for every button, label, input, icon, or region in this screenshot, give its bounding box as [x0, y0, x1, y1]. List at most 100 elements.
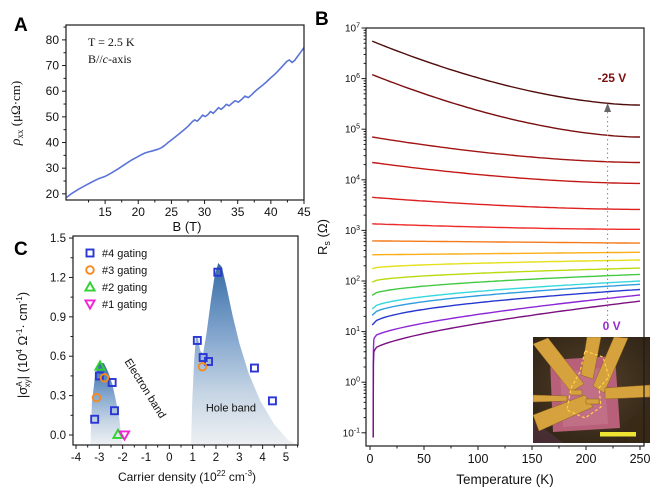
data-point — [118, 430, 131, 442]
data-point — [99, 373, 110, 383]
legend-marker-1 — [83, 299, 97, 311]
text-part: 4 — [356, 174, 360, 181]
text-part: 10 — [345, 226, 357, 237]
rs-curve-3 — [372, 161, 640, 185]
data-point — [107, 378, 117, 387]
legend-label: #2 gating — [102, 282, 147, 294]
y-axis-title: Rs (Ω) — [315, 219, 332, 255]
text-part: ) — [252, 470, 256, 484]
x-tick-label: 35 — [231, 205, 245, 219]
text-part: -1 — [354, 427, 360, 434]
x-tick-label: 1 — [189, 452, 195, 464]
panel-c-label: C — [14, 239, 28, 260]
x-tick-label: 5 — [283, 452, 289, 464]
x-tick-label: 25 — [165, 205, 179, 219]
panel-a-frame — [65, 24, 305, 201]
text-part: Carrier density (10 — [118, 470, 217, 484]
data-point — [91, 392, 102, 403]
electrode-left — [533, 394, 568, 403]
electrode-top-left — [533, 337, 585, 393]
x-tick-label: 200 — [576, 452, 597, 466]
y-tick-label: 20 — [46, 187, 60, 201]
legend-label: #1 gating — [102, 299, 147, 311]
electrode-pad-1 — [569, 389, 583, 396]
gate-label-bottom: 0 V — [603, 319, 621, 333]
sample-outline-dashed — [566, 350, 610, 419]
text-part: 10 — [345, 378, 357, 389]
electrode-bottom-left — [533, 394, 594, 432]
x-tick-label: 150 — [522, 452, 543, 466]
panel-a: 15 20 25 30 35 40 45 20 30 40 50 60 70 80 B (T) ρxx (μΩ… — [8, 24, 311, 234]
y-tick-label: 101 — [345, 326, 360, 338]
text-part: xy — [23, 379, 32, 387]
rs-curve-8 — [372, 259, 641, 270]
series-3gating — [91, 361, 208, 403]
x-tick-label: -1 — [141, 452, 151, 464]
rs-curve-0 — [371, 40, 641, 106]
text-part: | (10 — [15, 354, 30, 380]
panel-b: -25 V0 V0 50 100 150 200 25010-11001011021031… — [315, 23, 650, 488]
hole-band-region — [191, 263, 297, 445]
text-part: Ω — [15, 336, 30, 350]
y-tick-label: 0.6 — [50, 351, 66, 363]
text-part: xx — [15, 129, 25, 139]
text-part: 2 — [356, 276, 360, 283]
x-tick-label: 0 — [166, 452, 172, 464]
rs-curve-10 — [371, 273, 641, 296]
data-point — [93, 359, 107, 371]
text-part: 10 — [345, 327, 357, 338]
data-point — [192, 336, 202, 345]
panel-b-label: B — [315, 9, 329, 30]
text-part: 5 — [356, 124, 360, 131]
series-4gating — [90, 267, 277, 424]
text-part: (μΩ·cm) — [8, 81, 23, 130]
data-point — [94, 371, 104, 381]
y-tick-label: 107 — [345, 23, 360, 35]
text-part: B// — [88, 52, 103, 66]
text-part: R — [315, 246, 330, 255]
text-part: 10 — [345, 24, 357, 35]
y-tick-label: 100 — [345, 377, 360, 389]
x-axis-title: Carrier density (1022 cm-3) — [118, 469, 256, 484]
rs-curve-5 — [372, 223, 640, 231]
x-tick-label: -2 — [118, 452, 128, 464]
text-part: 10 — [345, 175, 357, 186]
rs-curve-12 — [371, 283, 641, 316]
text-part: s — [322, 241, 332, 246]
y-axis-title: |σAxy| (104 Ω-1· cm-1) — [15, 292, 32, 398]
y-tick-label: 0.9 — [50, 312, 66, 324]
y-tick-label: 102 — [345, 276, 360, 288]
y-tick-label: 0.0 — [50, 430, 66, 442]
data-point — [110, 406, 119, 416]
text-part: 22 — [217, 469, 226, 478]
legend-marker-2 — [83, 280, 97, 292]
text-part: ) — [15, 292, 30, 296]
y-tick-label: 0.3 — [50, 391, 66, 403]
scale-bar — [600, 432, 636, 437]
legend-label: #3 gating — [102, 265, 147, 277]
rs-curve-4 — [372, 196, 640, 211]
x-tick-label: 15 — [98, 205, 112, 219]
x-tick-label: 45 — [297, 205, 311, 219]
x-tick-label: 3 — [236, 452, 242, 464]
rs-curve-15 — [372, 300, 641, 438]
text-part: cm — [226, 470, 245, 484]
x-tick-label: 50 — [417, 452, 431, 466]
legend: #4 gating #3 gating #2 gating #1 gating — [83, 248, 147, 311]
y-tick-label: 1.2 — [50, 272, 66, 284]
text-part: 10 — [345, 74, 357, 85]
x-tick-label: 40 — [264, 205, 278, 219]
series-1gating — [118, 430, 131, 442]
gate-label-top: -25 V — [598, 71, 627, 85]
rs-curve-2 — [372, 136, 640, 164]
rs-curves — [371, 40, 641, 438]
text-part: c — [103, 52, 109, 66]
annotation-temperature: T = 2.5 K — [88, 35, 135, 49]
text-part: 7 — [356, 23, 360, 30]
gate-sweep-arrowhead — [604, 103, 612, 112]
text-part: 10 — [345, 277, 357, 288]
electrode-pad-2 — [585, 398, 600, 405]
electrode-top-right — [592, 337, 629, 394]
x-axis-title: Temperature (K) — [456, 472, 554, 487]
